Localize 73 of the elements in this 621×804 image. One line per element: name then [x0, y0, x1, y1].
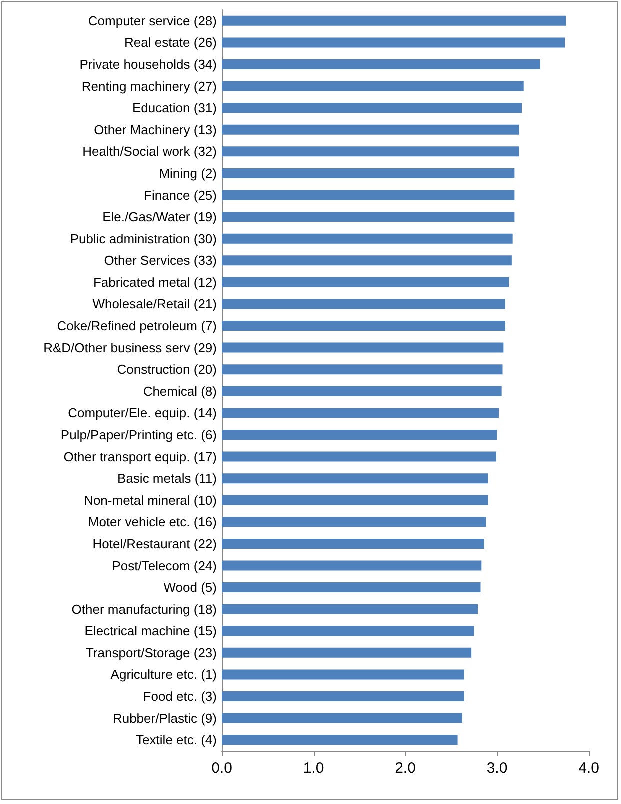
y-tick-label: Other manufacturing (18) [72, 602, 217, 617]
bar [222, 212, 515, 222]
x-tick-label: 4.0 [578, 760, 600, 777]
bar [222, 735, 458, 746]
y-tick-label: Moter vehicle etc. (16) [88, 514, 217, 530]
x-tick-label: 2.0 [395, 760, 416, 777]
bar [222, 670, 464, 680]
bar [222, 386, 502, 396]
bar [222, 626, 474, 636]
y-tick-label: Pulp/Paper/Printing etc. (6) [60, 427, 217, 442]
y-tick-label: Education (31) [132, 100, 217, 116]
y-tick-label: Renting machinery (27) [82, 78, 217, 94]
bar [222, 16, 566, 26]
y-tick-label: Health/Social work (32) [82, 144, 217, 160]
y-tick-label: Chemical (8) [143, 384, 217, 399]
bar [222, 190, 515, 200]
y-tick-label: Construction (20) [117, 362, 217, 378]
y-tick-label: Fabricated metal (12) [93, 274, 217, 290]
bar [222, 474, 488, 484]
bar [222, 604, 478, 614]
y-tick-label: Other Machinery (13) [94, 122, 217, 138]
bar [222, 538, 484, 549]
bar [222, 692, 464, 702]
y-tick-label: Computer service (28) [88, 13, 217, 28]
bar [222, 430, 498, 440]
x-tick-label: 0.0 [212, 760, 232, 777]
y-tick-label: Coke/Refined petroleum (7) [57, 318, 217, 334]
bar [222, 277, 510, 288]
y-tick-label: Wholesale/Retail (21) [92, 296, 217, 312]
y-tick-label: Real estate (26) [124, 35, 217, 50]
y-tick-label: R&D/Other business serv (29) [44, 340, 217, 356]
y-tick-label: Other Services (33) [104, 253, 217, 268]
bar [222, 408, 500, 418]
y-tick-label: Transport/Storage (23) [86, 645, 217, 660]
bar [222, 146, 520, 157]
y-tick-label: Wood (5) [164, 580, 217, 596]
bar [222, 364, 503, 375]
bar [222, 713, 462, 724]
bar [222, 560, 482, 571]
y-tick-label: Basic metals (11) [118, 471, 217, 486]
bar [222, 342, 504, 353]
y-tick-label: Post/Telecom (24) [112, 558, 217, 574]
bar [222, 495, 488, 506]
x-tick-label: 1.0 [303, 760, 324, 777]
bar [222, 452, 496, 462]
bar [222, 582, 481, 593]
y-tick-label: Mining (2) [159, 166, 217, 181]
y-tick-label: Electrical machine (15) [84, 624, 217, 639]
bar [222, 81, 524, 92]
bar [222, 648, 472, 658]
y-tick-label: Ele./Gas/Water (19) [102, 210, 217, 225]
y-tick-label: Hotel/Restaurant (22) [92, 536, 217, 552]
bar [222, 124, 520, 135]
y-tick-label: Food etc. (3) [143, 689, 217, 704]
bar [222, 103, 522, 114]
y-tick-label: Other transport equip. (17) [64, 449, 217, 464]
bar [222, 517, 486, 528]
bar [222, 299, 506, 310]
y-tick-label: Textile etc. (4) [136, 732, 217, 748]
bar [222, 38, 566, 48]
y-tick-label: Agriculture etc. (1) [110, 667, 217, 682]
y-tick-label: Public administration (30) [70, 231, 217, 246]
x-tick-label: 3.0 [486, 760, 508, 777]
bar [222, 234, 513, 244]
y-tick-label: Rubber/Plastic (9) [112, 710, 217, 726]
bar [222, 59, 540, 70]
bar [222, 321, 506, 332]
bar [222, 168, 515, 178]
bar [222, 256, 512, 266]
y-tick-label: Computer/Ele. equip. (14) [68, 406, 217, 421]
y-tick-label: Finance (25) [144, 188, 217, 203]
y-tick-label: Private households (34) [80, 56, 217, 72]
y-tick-label: Non-metal mineral (10) [84, 492, 217, 508]
